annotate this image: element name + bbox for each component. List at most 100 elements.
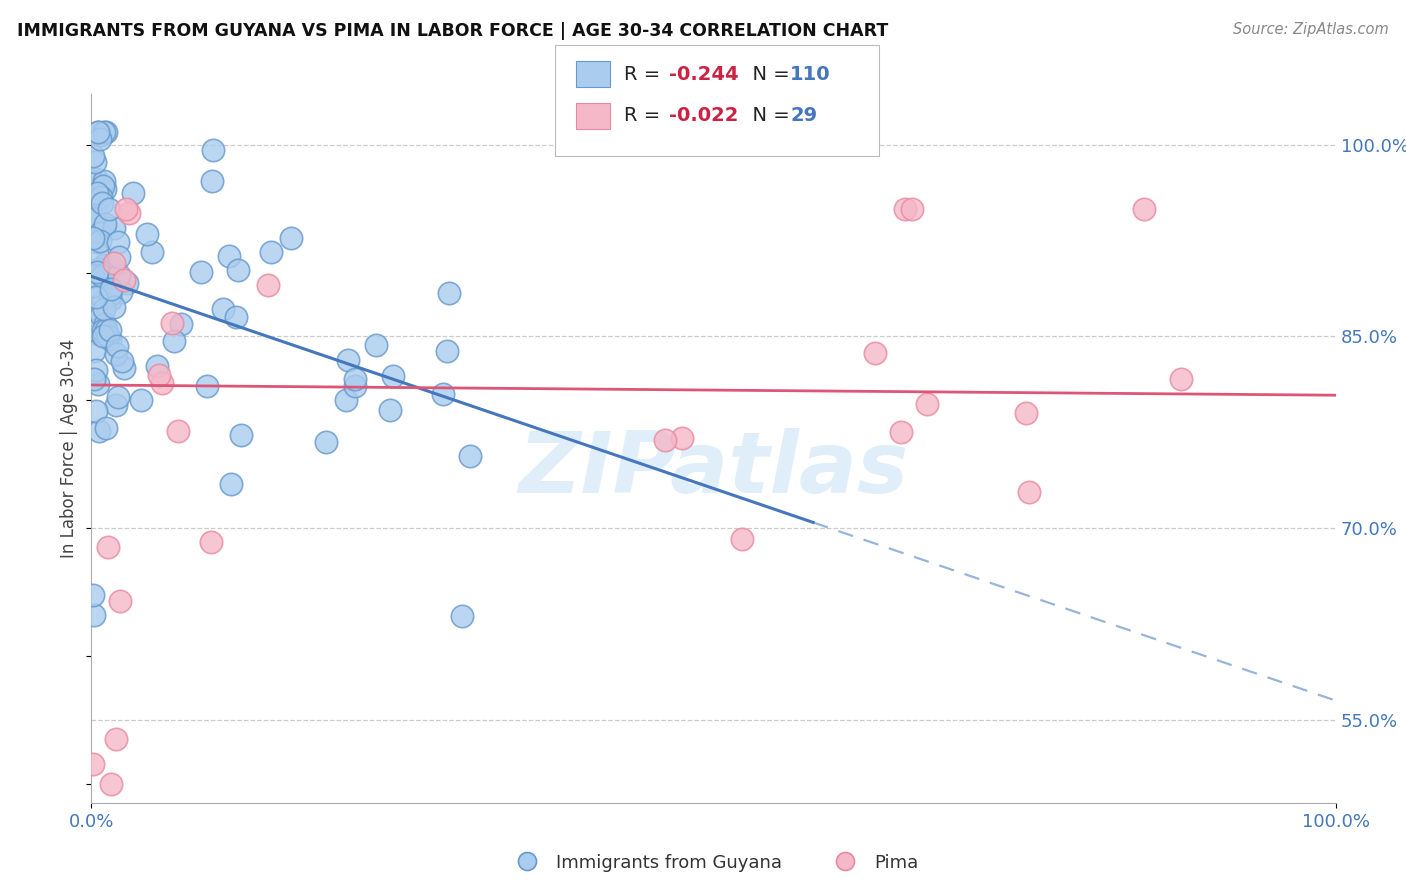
Point (105, 398, 128, 412)
Point (890, 425, 912, 439)
Point (378, 403, 401, 417)
Point (654, 433, 676, 447)
Point (1132, 202, 1154, 216)
Point (100, 260, 122, 274)
Point (90, 315, 112, 329)
Point (163, 334, 186, 349)
Text: R =: R = (624, 106, 666, 126)
Point (107, 235, 129, 249)
Point (118, 206, 141, 220)
Point (84, 205, 107, 219)
Point (200, 534, 222, 549)
Point (82, 324, 104, 338)
Point (105, 731, 128, 746)
Point (315, 435, 337, 450)
Point (82, 814, 104, 829)
Point (94, 182, 117, 196)
Point (84, 155, 107, 169)
Point (141, 245, 163, 260)
Text: ZIPatlas: ZIPatlas (519, 428, 908, 511)
Point (98, 332, 121, 346)
Point (229, 428, 252, 442)
Point (93, 219, 115, 234)
Point (110, 285, 132, 300)
Point (91, 324, 114, 338)
Point (98, 288, 121, 302)
Point (91, 328, 114, 343)
Point (160, 316, 183, 330)
Point (89, 234, 111, 248)
Point (82, 757, 104, 772)
Point (451, 609, 474, 624)
Y-axis label: In Labor Force | Age 30-34: In Labor Force | Age 30-34 (60, 339, 79, 558)
Point (89, 226, 111, 240)
Point (382, 368, 405, 383)
Point (103, 220, 125, 235)
Point (1015, 406, 1038, 420)
Point (100, 777, 122, 791)
Text: 110: 110 (790, 64, 831, 84)
Point (93, 326, 115, 341)
Point (432, 386, 454, 401)
Point (87, 262, 110, 277)
Point (195, 378, 218, 392)
Point (82, 230, 104, 244)
Point (90, 190, 112, 204)
Point (91, 268, 114, 283)
Point (86, 186, 108, 200)
Point (150, 376, 173, 391)
Point (257, 277, 280, 292)
Text: -0.022: -0.022 (669, 106, 738, 126)
Point (107, 390, 129, 404)
Point (94, 125, 117, 139)
Point (83, 278, 105, 293)
Point (86, 265, 108, 279)
Point (115, 202, 138, 216)
Point (87, 326, 110, 341)
Point (865, 346, 887, 360)
Point (100, 323, 122, 337)
Point (84, 323, 107, 337)
Point (170, 317, 193, 331)
Point (112, 273, 135, 287)
Point (893, 202, 915, 216)
Point (89, 128, 111, 142)
Point (90, 308, 112, 322)
Point (211, 301, 233, 316)
Point (93, 301, 115, 316)
Point (225, 310, 247, 324)
Text: N =: N = (740, 64, 796, 84)
Point (105, 346, 128, 360)
Point (94, 269, 117, 284)
Point (201, 174, 224, 188)
Point (93, 174, 115, 188)
Point (100, 292, 122, 306)
Point (915, 397, 938, 411)
Point (82, 175, 104, 189)
Point (190, 265, 212, 279)
Point (94, 421, 117, 435)
Point (115, 277, 138, 291)
Point (86, 246, 108, 260)
Point (90, 814, 112, 829)
Point (87, 125, 110, 139)
Text: -0.244: -0.244 (669, 64, 740, 84)
Text: IMMIGRANTS FROM GUYANA VS PIMA IN LABOR FORCE | AGE 30-34 CORRELATION CHART: IMMIGRANTS FROM GUYANA VS PIMA IN LABOR … (17, 22, 889, 40)
Point (100, 281, 122, 295)
Point (82, 212, 104, 227)
Point (84, 363, 107, 377)
Point (731, 532, 754, 546)
Point (86, 235, 108, 249)
Text: 29: 29 (790, 106, 817, 126)
Point (671, 431, 693, 445)
Point (135, 227, 157, 242)
Point (437, 286, 460, 301)
Point (108, 268, 131, 282)
Point (1170, 372, 1192, 386)
Legend: Immigrants from Guyana, Pima: Immigrants from Guyana, Pima (502, 847, 925, 879)
Point (260, 244, 283, 259)
Point (97, 329, 120, 343)
Point (96, 540, 118, 554)
Point (90, 196, 112, 211)
Point (94, 317, 117, 331)
